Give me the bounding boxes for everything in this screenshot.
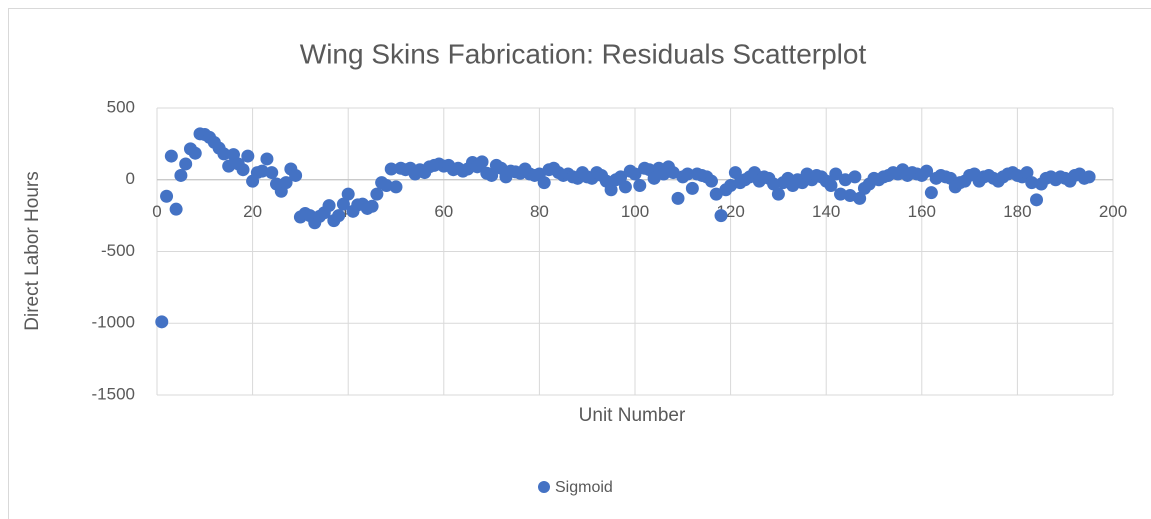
legend-marker [538, 481, 550, 493]
y-tick-label: 500 [107, 97, 135, 116]
point [370, 187, 384, 201]
y-tick-label: -1000 [92, 313, 135, 332]
point [164, 149, 178, 163]
point [853, 191, 867, 205]
point [384, 162, 398, 176]
point [681, 167, 695, 181]
point [188, 146, 202, 160]
y-axis-title: Direct Labor Hours [22, 171, 43, 330]
chart-border [8, 8, 1151, 519]
point [628, 167, 642, 181]
point [604, 183, 618, 197]
point [1020, 166, 1034, 180]
point [160, 189, 174, 203]
x-tick-label: 200 [1099, 202, 1127, 221]
point [1030, 193, 1044, 207]
point [485, 168, 499, 182]
point [771, 187, 785, 201]
point [279, 176, 293, 190]
y-tick-label: -500 [101, 241, 135, 260]
point [241, 149, 255, 163]
point [265, 166, 279, 180]
point [767, 177, 781, 191]
y-tick-label: -1500 [92, 384, 135, 403]
point [685, 181, 699, 195]
point [671, 191, 685, 205]
point [728, 166, 742, 180]
x-tick-label: 20 [243, 202, 262, 221]
point [260, 152, 274, 166]
x-tick-label: 80 [530, 202, 549, 221]
y-tick-label: 0 [126, 169, 135, 188]
point [169, 202, 183, 216]
x-tick-label: 180 [1003, 202, 1031, 221]
point [824, 178, 838, 192]
point [179, 157, 193, 171]
point [255, 164, 269, 178]
point [834, 187, 848, 201]
x-tick-label: 0 [152, 202, 161, 221]
point [714, 209, 728, 223]
point [389, 180, 403, 194]
point [322, 199, 336, 213]
point [1025, 176, 1039, 190]
x-tick-label: 60 [434, 202, 453, 221]
point [920, 164, 934, 178]
legend-label: Sigmoid [555, 479, 613, 496]
point [289, 168, 303, 182]
point [618, 180, 632, 194]
point [155, 315, 169, 329]
point [475, 155, 489, 169]
point [537, 176, 551, 190]
chart-title: Wing Skins Fabrication: Residuals Scatte… [300, 38, 867, 69]
point [924, 186, 938, 200]
point [217, 147, 231, 161]
point [336, 197, 350, 211]
point [341, 187, 355, 201]
point [829, 167, 843, 181]
point [704, 174, 718, 188]
point [236, 163, 250, 177]
plot [155, 127, 1096, 329]
point [614, 170, 628, 184]
point [365, 199, 379, 213]
point [848, 170, 862, 184]
point [379, 178, 393, 192]
point [332, 209, 346, 223]
point [174, 168, 188, 182]
point [1082, 170, 1096, 184]
x-tick-label: 160 [908, 202, 936, 221]
x-tick-label: 140 [812, 202, 840, 221]
x-axis-title: Unit Number [579, 405, 686, 426]
point [633, 178, 647, 192]
x-tick-label: 100 [621, 202, 649, 221]
